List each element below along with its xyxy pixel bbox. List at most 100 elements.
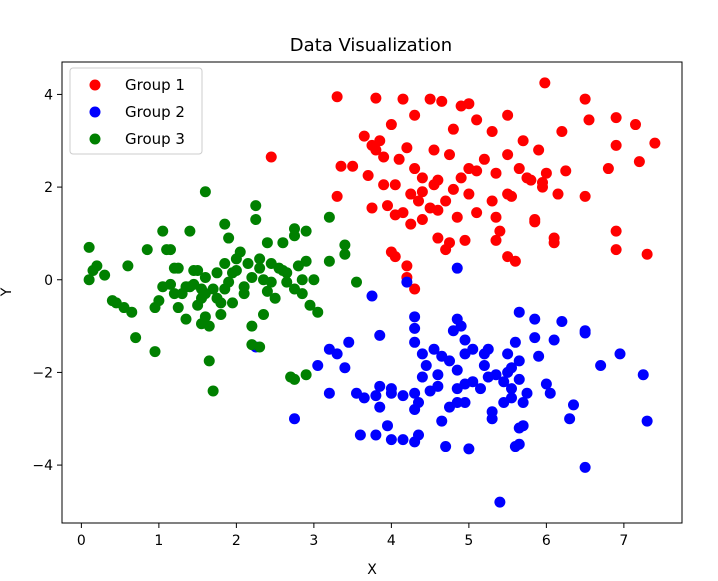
data-point [579,461,591,473]
data-point [548,334,560,346]
data-point [409,311,421,323]
series-3 [83,186,362,397]
data-point [149,346,161,358]
data-point [432,232,444,244]
data-point [300,225,312,237]
data-point [409,283,421,295]
data-point [409,387,421,399]
data-point [397,390,409,402]
data-point [451,364,463,376]
data-point [509,336,521,348]
data-point [478,359,490,371]
chart-title: Data Visualization [290,35,452,56]
x-tick-label: 6 [542,533,551,549]
data-point [409,436,421,448]
data-point [525,174,537,186]
data-point [184,281,196,293]
x-axis-label: X [367,562,377,578]
data-point [630,119,641,131]
data-point [397,93,409,105]
data-point [463,98,475,110]
x-tick-label: 2 [232,533,241,549]
data-point [323,387,335,399]
data-point [486,413,498,425]
x-tick-label: 0 [77,533,86,549]
data-point [533,350,545,362]
data-point [157,225,169,237]
data-point [378,179,390,191]
data-point [250,214,262,226]
data-point [211,267,223,279]
data-point [610,139,622,151]
data-point [393,153,405,165]
data-point [540,167,552,179]
data-point [467,376,479,388]
data-point [416,214,428,226]
data-point [358,130,370,142]
data-point [289,373,300,385]
data-point [323,343,335,355]
data-point [602,163,614,175]
data-point [347,160,359,172]
data-point [498,376,510,388]
data-point [451,262,463,274]
data-point [502,149,514,161]
data-point [157,281,169,293]
data-point [432,204,444,216]
data-point [207,385,219,397]
data-point [502,109,514,121]
data-point [99,269,111,281]
data-point [374,380,386,392]
data-point [583,114,595,126]
data-point [521,387,533,399]
data-point [455,172,467,184]
data-point [447,325,459,337]
data-point [207,283,219,295]
data-point [87,264,99,276]
data-point [471,207,483,219]
data-point [215,297,227,309]
data-point [428,343,440,355]
data-point [130,332,142,344]
data-point [416,172,428,184]
data-point [199,311,211,323]
data-point [312,306,324,318]
data-point [223,232,235,244]
y-tick-label: 2 [44,180,53,196]
data-point [436,95,448,107]
data-point [544,387,556,399]
data-point [424,93,436,105]
data-point [459,348,471,360]
data-point [83,241,95,253]
y-tick-label: 0 [44,273,53,289]
data-point [537,181,548,193]
data-point [494,225,506,237]
data-point [641,415,653,427]
data-point [172,262,184,274]
points-layer [83,77,661,508]
data-point [199,186,211,198]
data-point [382,420,393,432]
legend-label: Group 3 [125,130,185,148]
data-point [354,429,366,441]
data-point [261,285,273,297]
data-point [486,195,498,207]
data-point [246,271,258,283]
y-tick-label: −4 [32,458,53,474]
data-point [323,255,335,267]
data-point [227,297,238,309]
data-point [428,179,440,191]
data-point [614,348,626,360]
data-point [471,114,483,126]
data-point [168,288,180,300]
data-point [409,322,421,334]
data-point [296,274,308,286]
data-point [409,403,421,415]
data-point [482,343,494,355]
data-point [517,135,529,147]
data-point [165,244,176,256]
data-point [230,264,242,276]
data-point [494,496,506,508]
data-point [281,276,293,288]
data-point [250,200,262,212]
